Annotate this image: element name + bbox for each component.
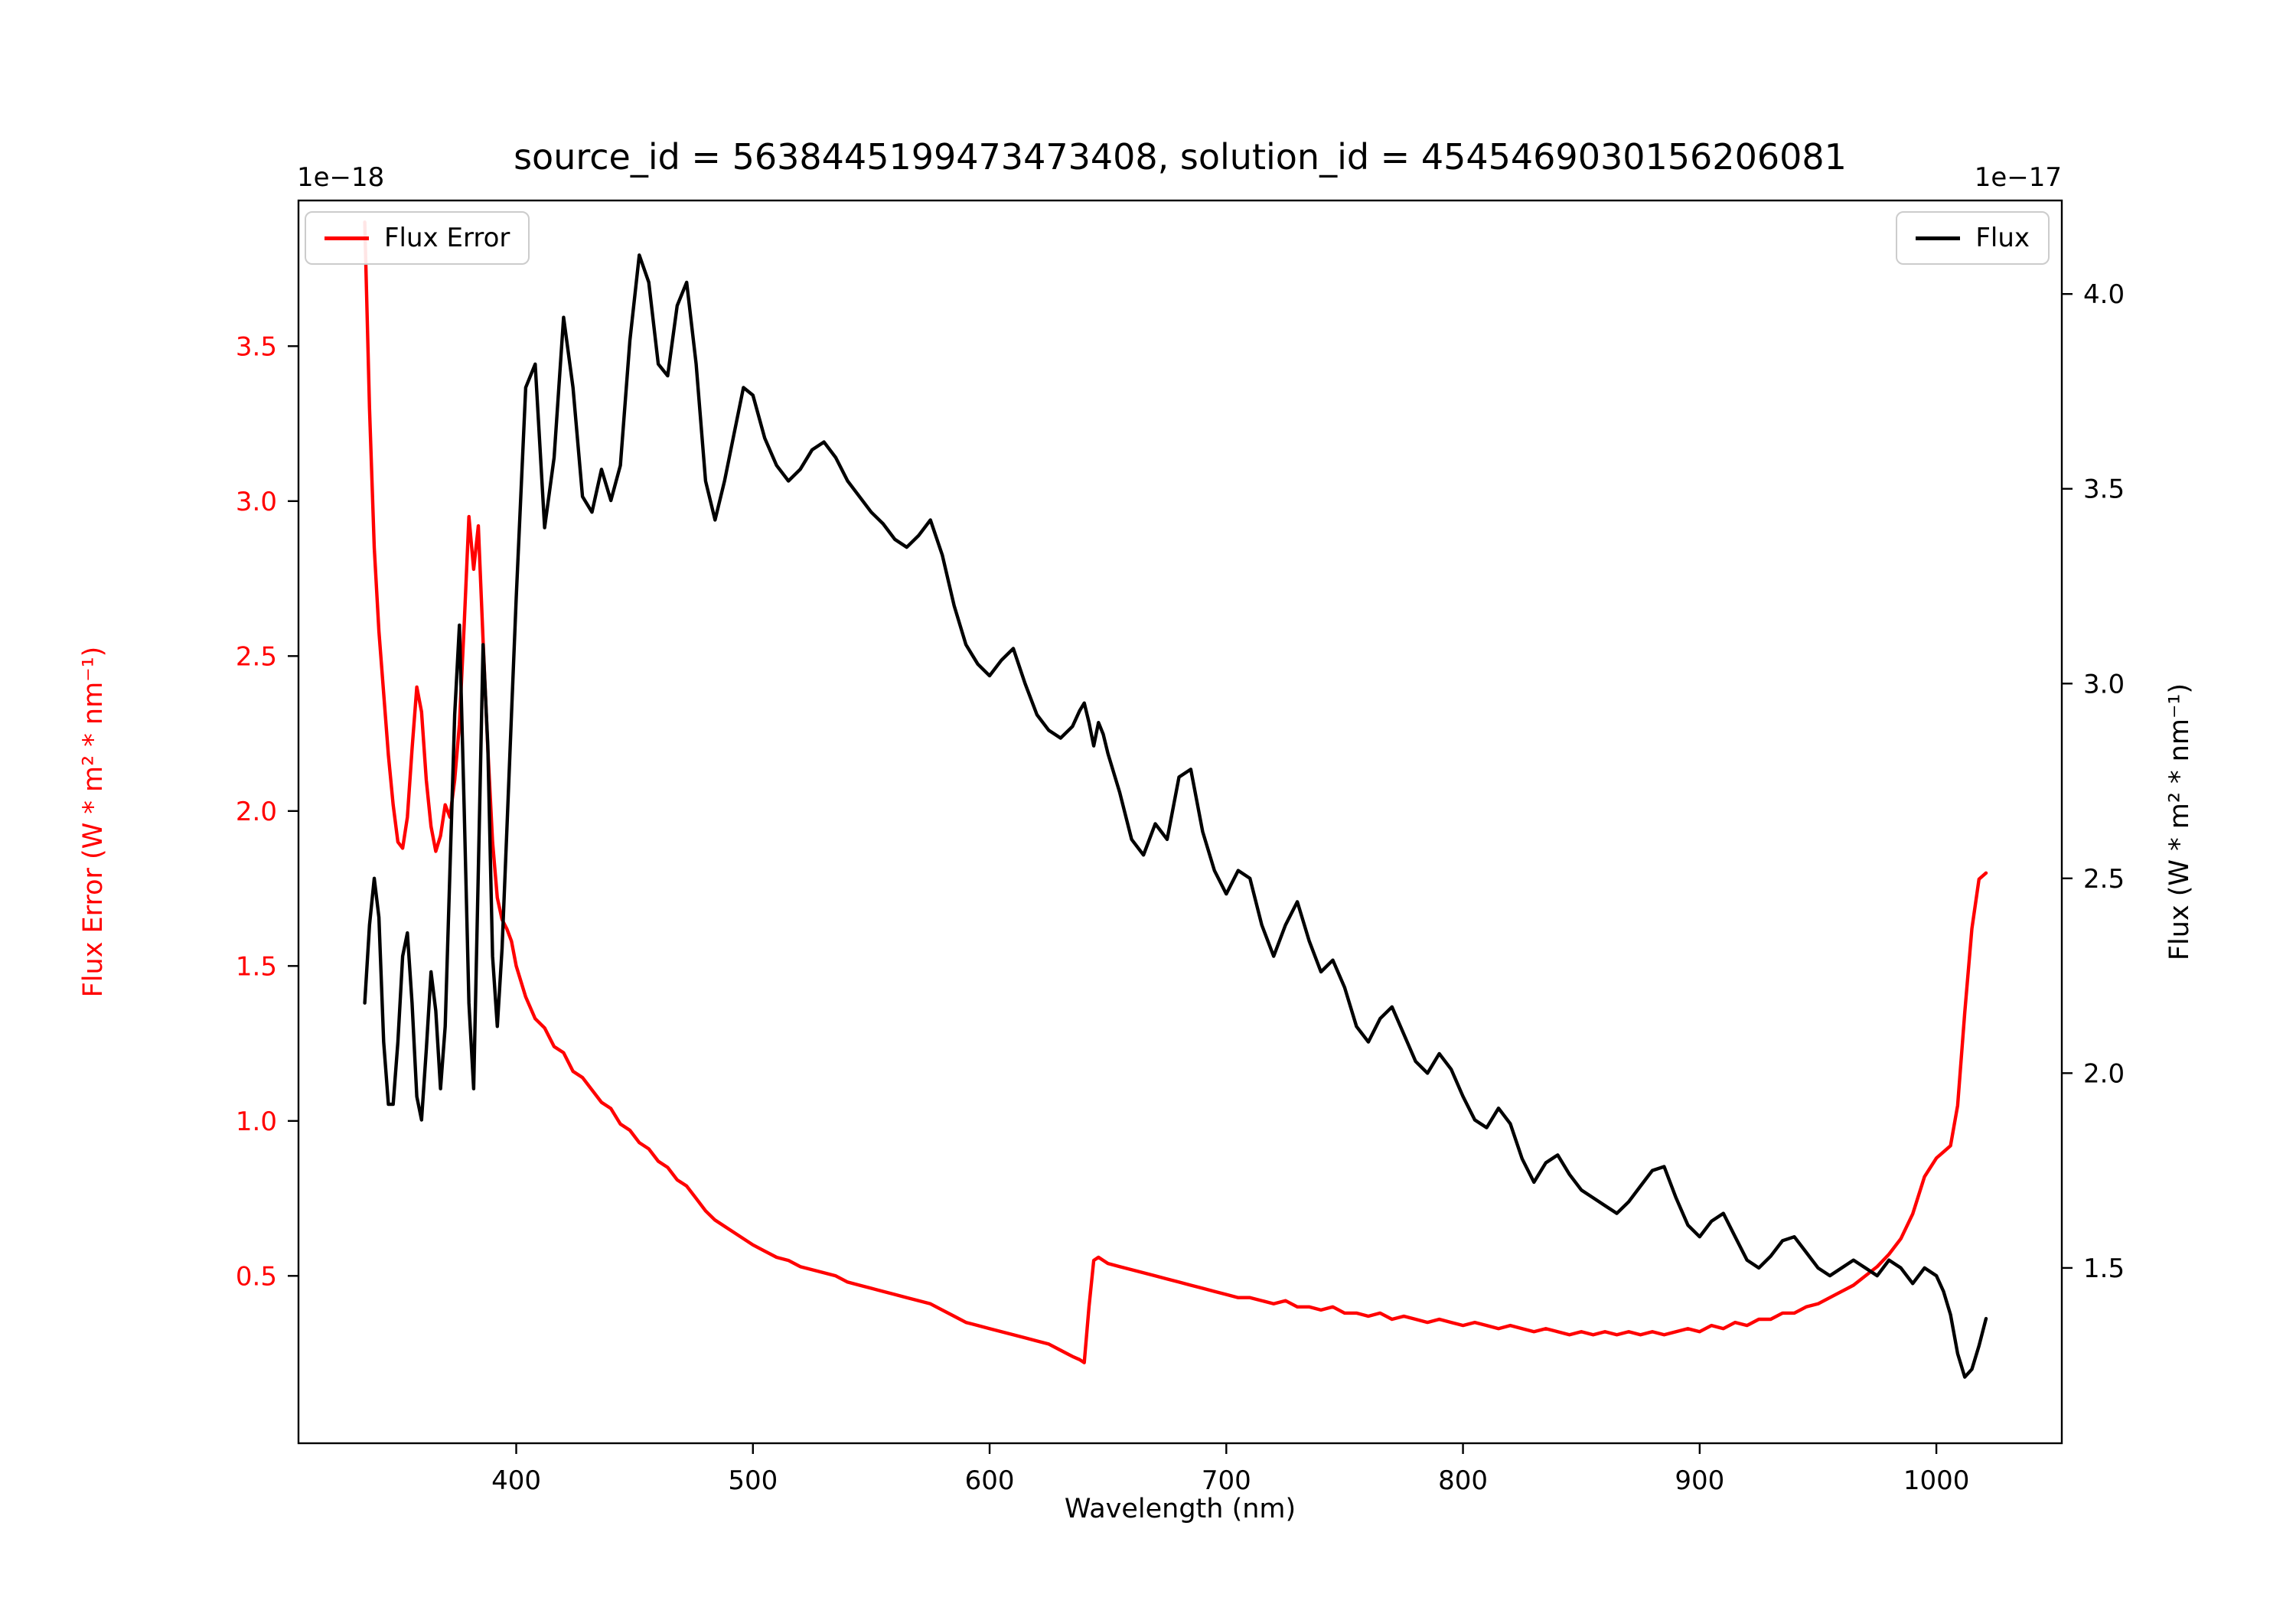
- flux-legend-label: Flux: [1975, 223, 2030, 253]
- left-axis-offset-label: 1e−18: [297, 162, 385, 193]
- flux-error-legend-line: [325, 236, 369, 240]
- y-tick-label-left: 3.5: [236, 331, 277, 362]
- x-tick-label: 400: [491, 1465, 541, 1496]
- flux-error-legend-label: Flux Error: [384, 223, 510, 253]
- y-tick-label-left: 1.0: [236, 1107, 277, 1137]
- y-tick-label-right: 2.0: [2083, 1058, 2125, 1089]
- y-tick-label-right: 3.5: [2083, 474, 2125, 505]
- left-y-axis-label: Flux Error (W * m² * nm⁻¹): [78, 646, 109, 998]
- right-axis-offset-label: 1e−17: [1974, 162, 2062, 193]
- y-tick-label-left: 2.0: [236, 797, 277, 827]
- y-tick-label-left: 1.5: [236, 951, 277, 982]
- flux-legend-line: [1916, 236, 1961, 240]
- x-tick-label: 700: [1202, 1465, 1251, 1496]
- x-tick-label: 1000: [1903, 1465, 1970, 1496]
- x-tick-label: 600: [965, 1465, 1015, 1496]
- y-tick-label-left: 3.0: [236, 487, 277, 517]
- legend-flux-error: Flux Error: [305, 211, 530, 265]
- right-y-axis-label: Flux (W * m² * nm⁻¹): [2164, 683, 2195, 961]
- y-tick-label-right: 4.0: [2083, 279, 2125, 310]
- y-tick-label-left: 2.5: [236, 641, 277, 672]
- axes-frame: [297, 199, 2063, 1445]
- flux-line: [363, 253, 1988, 1379]
- y-tick-label-right: 3.0: [2083, 669, 2125, 699]
- x-axis-label: Wavelength (nm): [1064, 1494, 1296, 1524]
- legend-flux: Flux: [1896, 211, 2050, 265]
- x-tick-label: 800: [1438, 1465, 1488, 1496]
- y-tick-label-right: 2.5: [2083, 864, 2125, 895]
- x-tick-label: 500: [728, 1465, 778, 1496]
- y-tick-label-right: 1.5: [2083, 1253, 2125, 1284]
- flux-error-line: [363, 220, 1988, 1364]
- x-tick-label: 900: [1675, 1465, 1724, 1496]
- y-tick-label-left: 0.5: [236, 1261, 277, 1292]
- plot-title: source_id = 5638445199473473408, solutio…: [514, 136, 1847, 178]
